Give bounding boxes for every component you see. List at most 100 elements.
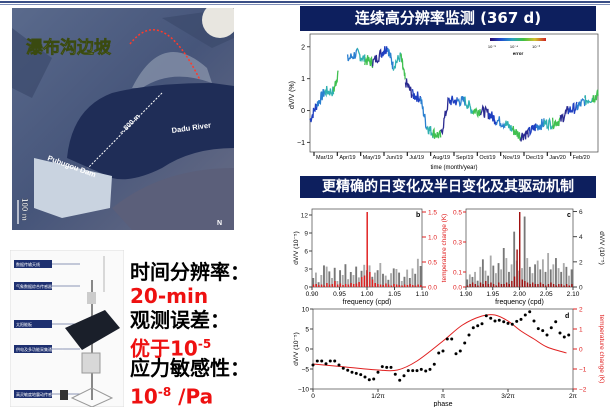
spectrum-c-temperature-bar — [474, 284, 477, 287]
resolution-value: 20-min — [130, 284, 209, 308]
y-tick-label: 0 — [305, 347, 309, 354]
spectrum-b-dvv-bar — [419, 266, 422, 287]
dvv-point — [402, 374, 406, 378]
spectrum-b-dvv-bar — [374, 272, 376, 287]
dvv-series-segment — [495, 116, 506, 130]
dvv-series-segment — [456, 96, 466, 107]
spectrum-c-temperature-bar — [537, 284, 539, 287]
dvv-point — [311, 363, 315, 367]
dvv-series-segment — [419, 97, 428, 131]
spectrum-b-dvv-bar — [349, 272, 352, 287]
y2-tick-label: 0 — [579, 347, 583, 354]
spectrum-c-dvv-bar — [476, 280, 479, 287]
spectrum-b-dvv-bar — [395, 269, 398, 287]
y-tick-label: 0.5 — [453, 210, 462, 217]
x-axis-label: phase — [433, 401, 452, 407]
x-tick-label: 0.95 — [333, 291, 346, 298]
dvv-point — [432, 362, 436, 366]
colorbar-tick-label: 10⁻⁴ — [510, 44, 519, 49]
y-tick-label: 3 — [304, 267, 308, 274]
y-tick-label: −10 — [298, 387, 309, 394]
x-tick-label: 0.90 — [306, 291, 319, 298]
error-value-exponent: -5 — [197, 337, 212, 351]
spectrum-b-dvv-bar — [406, 269, 409, 287]
spectrum-c-dvv-bar — [562, 263, 565, 287]
dvv-series-segment — [567, 101, 578, 115]
spectrum-c-dvv-bar — [508, 271, 510, 287]
banner-diurnal-variation: 更精确的日变化及半日变化及其驱动机制 — [300, 176, 596, 198]
dvv-series-segment — [386, 48, 394, 70]
header-rule — [0, 1, 610, 5]
dvv-series-segment — [584, 95, 594, 105]
x-tick-label: May/19 — [363, 155, 381, 161]
spectrum-c-dvv-bar — [531, 273, 534, 287]
dvv-point — [346, 368, 350, 372]
spectrum-c-temperature-bar — [518, 212, 521, 287]
spectrum-b-dvv-bar — [408, 278, 411, 287]
distance-arrow — [87, 92, 163, 169]
dvv-series-segment — [332, 70, 339, 92]
spectrum-b-temperature-bar — [390, 285, 393, 287]
spectrum-b-temperature-bar — [342, 285, 344, 287]
spectrum-c-temperature-bar — [545, 285, 547, 287]
sensitivity-exponent: -8 — [157, 385, 172, 399]
dvv-point — [354, 371, 358, 375]
spectrum-c-dvv-bar — [471, 276, 474, 287]
dvv-point — [515, 319, 519, 323]
dvv-point — [372, 377, 376, 381]
spectrum-c-temperature-bar — [466, 285, 469, 287]
spectrum-c-dvv-bar — [523, 216, 526, 287]
spectrum-b-dvv-bar — [400, 281, 403, 287]
dvv-series-segment — [559, 105, 569, 123]
y2-tick-label: 2 — [579, 307, 583, 314]
spectrum-c-temperature-bar — [513, 276, 516, 287]
device-label: 数据传输天线 — [16, 261, 40, 267]
dvv-point — [484, 314, 488, 318]
spectrum-c-temperature-bar — [492, 284, 495, 287]
satellite-image: 瀑布沟边坡 ~ 800 m Dadu River Pubugou Dam 100… — [12, 8, 234, 230]
dvv-series-segment — [316, 89, 326, 108]
dvv-point — [428, 367, 432, 371]
device-label-box — [14, 282, 52, 290]
y-axis-label: temperature change (K) — [441, 214, 448, 283]
y-tick-label: 0.3 — [453, 240, 462, 247]
error-value: 优于10-5 — [130, 332, 211, 361]
dvv-series-segment — [432, 127, 442, 139]
dvv-series-segment — [400, 53, 406, 80]
dvv-point — [441, 349, 445, 353]
spectrum-c-temperature-bar — [511, 281, 513, 287]
panel-label: c — [567, 212, 571, 219]
device-label: 气象数据综合传感器 — [16, 283, 52, 289]
dvv-point — [523, 313, 527, 317]
spectrum-b-dvv-bar — [392, 268, 395, 287]
dvv-point — [467, 333, 471, 337]
spectrum-c-dvv-bar — [560, 271, 563, 287]
dvv-series-segment — [371, 48, 382, 67]
spectrum-b-dvv-bar — [398, 272, 401, 287]
y-tick-label: 0.1 — [453, 270, 462, 277]
locator-map-inset — [202, 8, 234, 38]
y-tick-label: 6 — [304, 249, 308, 256]
spectrum-c-dvv-bar — [521, 268, 523, 287]
dvv-point — [415, 369, 419, 373]
spectrum-b-dvv-bar — [328, 271, 331, 287]
spectrum-c-temperature-bar — [516, 249, 518, 287]
spectrum-b-dvv-bar — [333, 267, 336, 287]
x-tick-label: Oct/19 — [479, 155, 495, 161]
colorbar — [490, 38, 546, 41]
spectrum-b-dvv-bar — [416, 258, 419, 287]
spectrum-c-dvv-bar — [568, 275, 570, 287]
dvv-series-segment — [411, 89, 421, 103]
spectrum-c-dvv-bar — [547, 253, 550, 287]
spectrum-c-dvv-bar — [489, 255, 492, 287]
dvv-series-segment — [576, 97, 586, 111]
x-tick-label: π — [441, 393, 446, 400]
x-tick-label: 2.10 — [567, 291, 580, 298]
y-tick-label: 0 — [304, 285, 308, 292]
panel-label: d — [565, 313, 569, 320]
dvv-point — [419, 367, 423, 371]
spectrum-b-dvv-bar — [347, 279, 350, 287]
dvv-point — [389, 365, 393, 369]
y2-tick-label: 1 — [579, 327, 583, 334]
y-tick-label: 2 — [301, 44, 305, 51]
